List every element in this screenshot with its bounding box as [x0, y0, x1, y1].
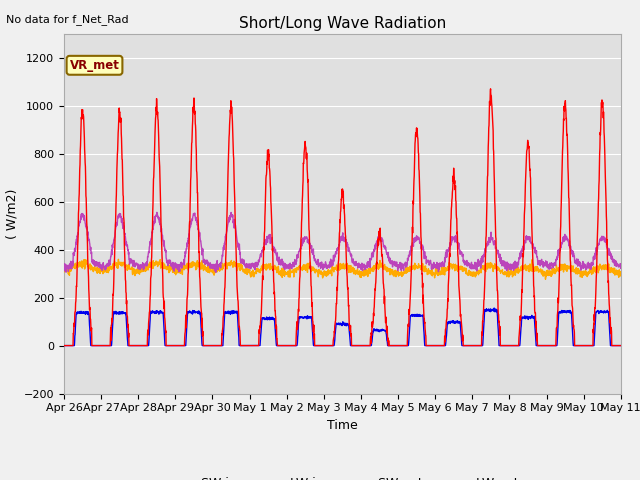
Y-axis label: ( W/m2): ( W/m2)	[5, 189, 18, 239]
Legend: SW in, LW in, SW out, LW out: SW in, LW in, SW out, LW out	[161, 472, 524, 480]
Text: No data for f_Net_Rad: No data for f_Net_Rad	[6, 14, 129, 25]
Title: Short/Long Wave Radiation: Short/Long Wave Radiation	[239, 16, 446, 31]
X-axis label: Time: Time	[327, 419, 358, 432]
Text: VR_met: VR_met	[70, 59, 120, 72]
